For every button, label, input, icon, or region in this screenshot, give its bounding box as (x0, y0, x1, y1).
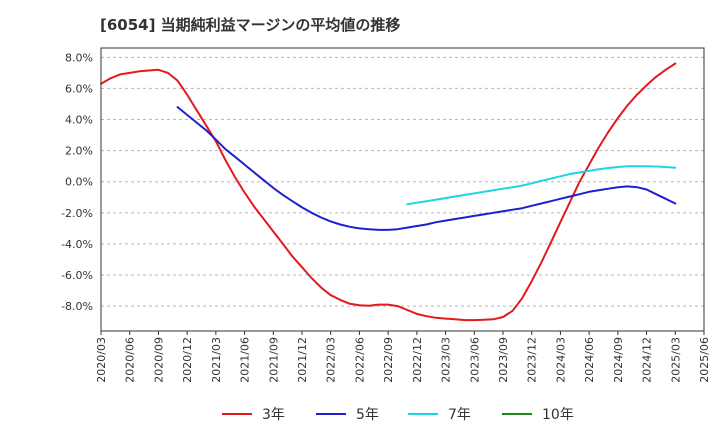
chart-title: [6054] 当期純利益マージンの平均値の推移 (100, 16, 401, 34)
y-tick-label: -6.0% (61, 269, 93, 282)
x-tick-label: 2021/03 (210, 337, 223, 383)
x-tick-label: 2022/09 (382, 337, 395, 383)
axes (100, 47, 705, 335)
x-tick-labels: 2020/03 2020/06 2020/09 2020/12 2021/03 2021/… (95, 337, 711, 383)
x-tick-label: 2023/09 (497, 337, 510, 383)
x-tick-label: 2025/06 (698, 337, 711, 383)
x-tick-label: 2023/06 (468, 337, 481, 383)
x-tick-label: 2020/03 (95, 337, 108, 383)
y-tick-label: -4.0% (61, 238, 93, 251)
x-tick-label: 2022/06 (353, 337, 366, 383)
plot-frame (100, 47, 705, 332)
x-tick-label: 2024/06 (583, 337, 596, 383)
y-tick-label: 4.0% (65, 114, 93, 127)
x-tick-label: 2025/03 (669, 337, 682, 383)
x-tick-label: 2023/03 (440, 337, 453, 383)
x-tick-label: 2024/09 (612, 337, 625, 383)
x-tick-label: 2021/06 (239, 337, 252, 383)
y-tick-label: 2.0% (65, 145, 93, 158)
y-tick-label: 0.0% (65, 176, 93, 189)
series-lines (100, 62, 677, 322)
y-tick-labels: 8.0% 6.0% 4.0% 2.0% 0.0% -2.0% -4.0% -6.0% -8.0% (61, 51, 93, 313)
legend-label: 3年 (262, 407, 285, 423)
x-tick-label: 2022/12 (411, 337, 424, 383)
x-tick-label: 2020/12 (181, 337, 194, 383)
x-tick-label: 2024/03 (554, 337, 567, 383)
y-tick-label: -2.0% (61, 207, 93, 220)
x-tick-label: 2021/09 (267, 337, 280, 383)
series-line-5年 (176, 106, 677, 231)
legend-label: 7年 (448, 407, 471, 423)
grid-lines (101, 56, 704, 307)
legend-label: 5年 (356, 407, 379, 423)
x-tick-label: 2024/12 (641, 337, 654, 383)
x-tick-label: 2021/12 (296, 337, 309, 383)
x-tick-label: 2023/12 (526, 337, 539, 383)
series-line-3年 (100, 62, 677, 322)
y-tick-label: 6.0% (65, 82, 93, 95)
x-tick-label: 2022/03 (325, 337, 338, 383)
x-tick-label: 2020/09 (152, 337, 165, 383)
x-tick-label: 2020/06 (124, 337, 137, 383)
series-line-7年 (406, 165, 677, 206)
y-tick-label: -8.0% (61, 300, 93, 313)
legend-label: 10年 (542, 407, 574, 423)
y-tick-label: 8.0% (65, 51, 93, 64)
legend: 3年 5年 7年 10年 (222, 407, 574, 423)
